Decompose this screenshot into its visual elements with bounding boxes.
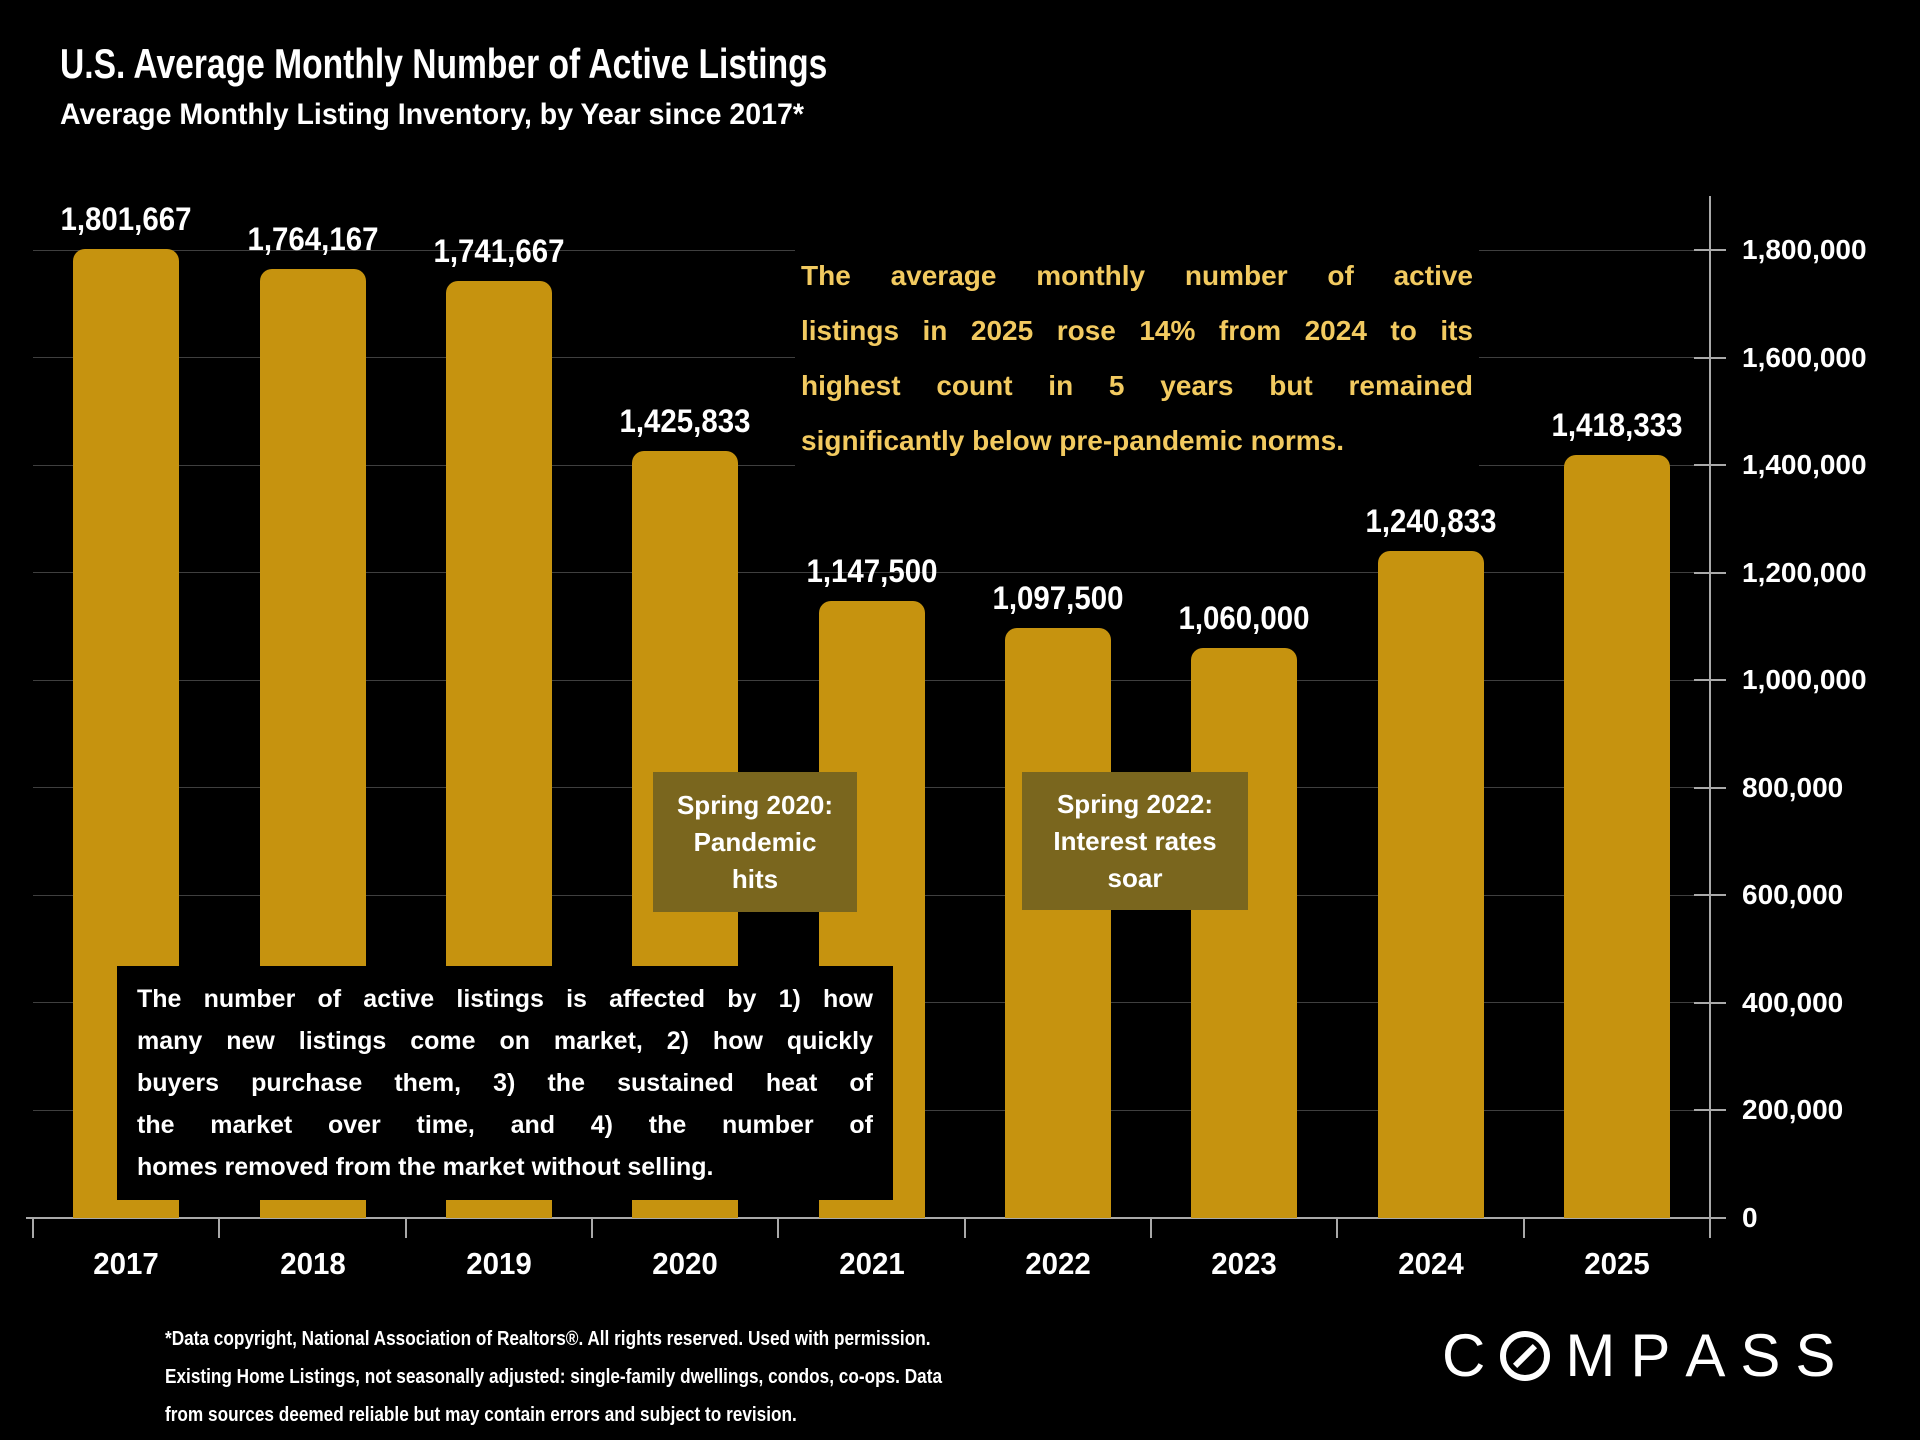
- x-axis-tick: [591, 1218, 593, 1238]
- y-tick-label: 1,800,000: [1742, 234, 1867, 265]
- bar-value-label: 1,741,667: [433, 233, 565, 269]
- event-label-line: hits: [731, 863, 779, 894]
- x-axis-tick: [218, 1218, 221, 1238]
- x-axis-tick: [1336, 1218, 1339, 1238]
- x-axis-tick: [963, 1218, 966, 1238]
- logo-letter: A: [1685, 1322, 1726, 1389]
- x-tick-label: 2020: [652, 1246, 718, 1281]
- insight-line: The average monthly number of active: [801, 260, 1473, 291]
- page-subtitle: Average Monthly Listing Inventory, by Ye…: [60, 98, 804, 131]
- compass-needle-o-icon: [1500, 1331, 1551, 1381]
- footnote-line: Existing Home Listings, not seasonally a…: [165, 1366, 943, 1388]
- y-tick-label: 1,400,000: [1742, 449, 1867, 481]
- logo-letter: C: [1442, 1322, 1486, 1389]
- x-axis-tick: [404, 1218, 407, 1238]
- x-tick-label: 2017: [93, 1246, 159, 1281]
- x-axis-tick: [1709, 1218, 1711, 1238]
- bar-value-label: 1,147,500: [806, 553, 938, 589]
- event-label-line: Spring 2022:: [1056, 788, 1214, 819]
- insight-line: highest count in 5 years but remained: [801, 370, 1473, 401]
- bar-value-label: 1,764,167: [247, 221, 379, 257]
- explainer-line: The number of active listings is affecte…: [137, 985, 873, 1013]
- y-tick-label: 600,000: [1742, 879, 1844, 911]
- x-tick-label: 2018: [280, 1246, 346, 1281]
- footnote-line: from sources deemed reliable but may con…: [165, 1404, 797, 1426]
- y-tick-label: 0: [1742, 1202, 1758, 1233]
- footnote-line: *Data copyright, National Association of…: [165, 1328, 931, 1350]
- explainer-line: homes removed from the market without se…: [137, 1153, 714, 1181]
- bar-value-label: 1,801,667: [60, 201, 192, 237]
- insight-line: significantly below pre-pandemic norms.: [801, 425, 1344, 456]
- x-tick-label: 2021: [839, 1246, 905, 1281]
- bar-value-label: 1,097,500: [992, 580, 1124, 616]
- y-tick-label: 400,000: [1742, 986, 1844, 1018]
- x-tick-label: 2024: [1398, 1246, 1464, 1281]
- x-tick-label: 2023: [1211, 1246, 1277, 1281]
- bar-value-label: 1,240,833: [1365, 503, 1497, 539]
- x-axis-tick: [1522, 1218, 1525, 1238]
- y-tick-label: 1,200,000: [1742, 556, 1867, 588]
- insight-line: listings in 2025 rose 14% from 2024 to i…: [801, 315, 1473, 346]
- bar-value-label: 1,425,833: [619, 403, 751, 439]
- logo-letter: S: [1795, 1322, 1836, 1389]
- x-axis-tick: [32, 1218, 34, 1238]
- x-tick-label: 2025: [1584, 1246, 1650, 1281]
- explainer-line: buyers purchase them, 3) the sustained h…: [137, 1069, 873, 1097]
- event-label-spring-2022: Spring 2022: Interest rates soar: [1022, 772, 1248, 910]
- logo-letter: M: [1565, 1322, 1616, 1389]
- y-tick-label: 1,600,000: [1742, 341, 1867, 373]
- logo-letter: S: [1740, 1322, 1781, 1389]
- y-tick-label: 1,000,000: [1742, 664, 1867, 696]
- gridline: [33, 572, 1710, 574]
- event-label-line: soar: [1107, 862, 1163, 893]
- x-tick-label: 2022: [1025, 1246, 1091, 1281]
- bar-2023: [1191, 648, 1297, 1218]
- bar-value-label: 1,060,000: [1178, 600, 1310, 636]
- explainer-line: the market over time, and 4) the number …: [137, 1111, 873, 1139]
- event-label-spring-2020: Spring 2020: Pandemic hits: [653, 772, 857, 912]
- explainer-line: many new listings come on market, 2) how…: [137, 1027, 873, 1055]
- x-axis-line: [26, 1217, 1712, 1219]
- x-axis-tick: [777, 1218, 780, 1238]
- x-tick-label: 2019: [466, 1246, 532, 1281]
- bar-2025: [1564, 455, 1670, 1218]
- page-title: U.S. Average Monthly Number of Active Li…: [60, 40, 828, 87]
- y-axis-line: [1709, 196, 1711, 1236]
- explainer-note: The number of active listings is affecte…: [117, 966, 893, 1200]
- x-axis-tick: [1150, 1218, 1152, 1238]
- insight-note: The average monthly number of active lis…: [795, 240, 1479, 476]
- event-label-line: Spring 2020:: [676, 789, 834, 820]
- bar-value-label: 1,418,333: [1551, 407, 1683, 443]
- bar-2022: [1005, 628, 1111, 1218]
- y-tick-label: 200,000: [1742, 1094, 1844, 1126]
- event-label-line: Interest rates: [1053, 825, 1217, 856]
- event-label-line: Pandemic: [693, 826, 817, 857]
- y-tick-label: 800,000: [1742, 771, 1844, 803]
- bar-2024: [1378, 551, 1484, 1218]
- footnote: *Data copyright, National Association of…: [165, 1320, 942, 1434]
- logo-letter: P: [1630, 1322, 1671, 1389]
